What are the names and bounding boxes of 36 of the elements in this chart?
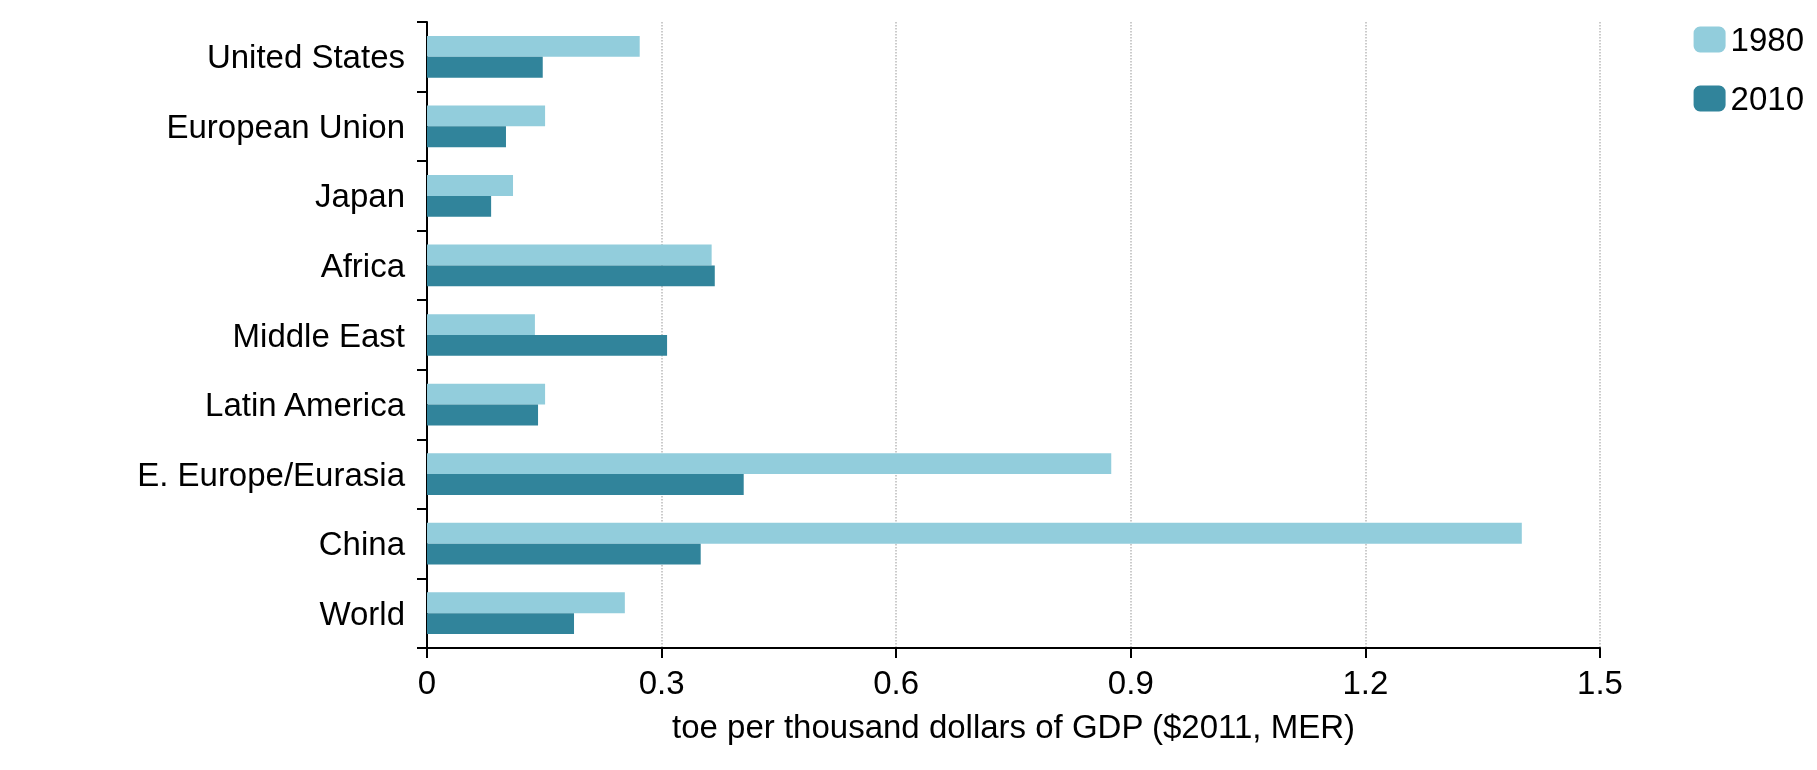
legend-label: 1980 bbox=[1730, 21, 1805, 58]
x-tick-label: 0.9 bbox=[1107, 664, 1154, 701]
bar bbox=[427, 195, 492, 217]
bar bbox=[427, 453, 1112, 475]
y-tick-label: Latin America bbox=[205, 386, 406, 424]
x-tick-label: 0.6 bbox=[873, 664, 920, 701]
y-tick-label: E. Europe/Eurasia bbox=[137, 455, 406, 493]
y-tick-label: Middle East bbox=[232, 316, 405, 354]
x-tick-label: 1.2 bbox=[1342, 664, 1389, 701]
bar bbox=[427, 35, 640, 57]
bar bbox=[427, 383, 546, 405]
y-tick-label: United States bbox=[206, 38, 405, 76]
bar bbox=[427, 613, 575, 635]
y-tick-label: Japan bbox=[315, 177, 405, 215]
y-tick-label: European Union bbox=[166, 107, 405, 145]
x-tick-label: 0.3 bbox=[638, 664, 685, 701]
bar bbox=[427, 522, 1522, 544]
x-tick-label: 1.5 bbox=[1577, 664, 1623, 701]
y-tick-label: World bbox=[319, 594, 405, 632]
y-tick-label: Africa bbox=[320, 246, 406, 284]
bar bbox=[427, 335, 668, 356]
bar bbox=[427, 175, 514, 196]
x-tick-label: 0 bbox=[417, 664, 437, 701]
bar bbox=[427, 592, 625, 614]
bar bbox=[427, 105, 546, 127]
bar bbox=[427, 265, 715, 287]
bar bbox=[427, 543, 701, 565]
bar bbox=[427, 404, 539, 426]
bar bbox=[427, 56, 543, 78]
x-axis-title: toe per thousand dollars of GDP ($2011, MER) bbox=[672, 708, 1355, 745]
bar bbox=[427, 126, 506, 148]
bar bbox=[427, 244, 712, 266]
bar bbox=[427, 474, 744, 495]
legend-label: 2010 bbox=[1730, 80, 1805, 117]
bar bbox=[427, 314, 535, 335]
y-tick-label: China bbox=[318, 525, 406, 563]
